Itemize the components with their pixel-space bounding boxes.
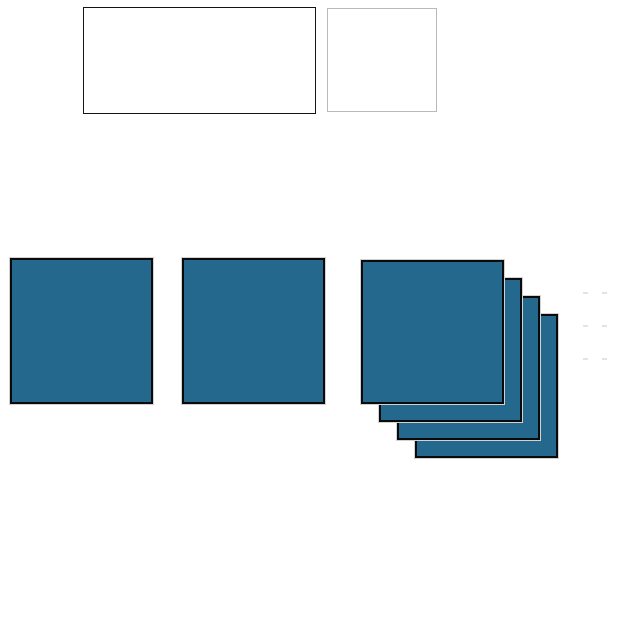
diagram-2d-climate-velocity xyxy=(96,492,246,638)
caribbean-map-graphic xyxy=(84,8,315,113)
tree-icon-free-air xyxy=(35,145,119,231)
tree-icon-land-surface xyxy=(211,145,295,231)
heatmap-free-air-canvas xyxy=(12,260,151,402)
heatmap-canopy-canvas-1 xyxy=(363,262,502,402)
colorbar-tickmark xyxy=(583,325,588,327)
sampling-line-free-air xyxy=(18,141,142,144)
tree-icon-within-canopy xyxy=(388,145,472,231)
sampling-line-canopy-1 xyxy=(368,152,492,155)
heatmap-land-surface-canvas xyxy=(184,260,323,402)
colorbar-tickmark xyxy=(583,292,588,294)
heatmap-free-air xyxy=(9,257,154,405)
colorbar-tickmark xyxy=(602,325,607,327)
caribbean-inset-map xyxy=(83,7,316,114)
sampling-line-land-surface xyxy=(192,220,313,223)
pai-map-panel xyxy=(327,8,437,112)
trinidad-pai-map xyxy=(328,9,436,111)
temperature-colorbar xyxy=(583,272,607,385)
colorbar-tickmark xyxy=(583,358,588,360)
colorbar-tickmark xyxy=(602,358,607,360)
heatmap-canopy-layer-1 xyxy=(360,259,505,405)
colorbar-tickmark xyxy=(602,292,607,294)
sampling-line-canopy-4 xyxy=(368,191,492,194)
sampling-line-canopy-2 xyxy=(368,165,492,168)
heatmap-land-surface xyxy=(181,257,326,405)
diagram-3d-climate-velocity xyxy=(358,490,508,636)
sampling-line-canopy-3 xyxy=(368,178,492,181)
pai-legend-gradient xyxy=(332,29,339,89)
